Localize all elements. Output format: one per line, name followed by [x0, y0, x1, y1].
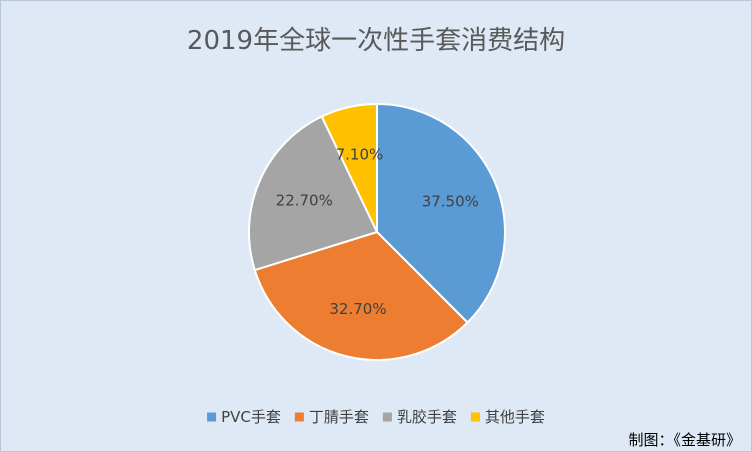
legend-swatch-2: [294, 412, 304, 422]
legend: PVC手套 丁腈手套 乳胶手套 其他手套: [207, 408, 545, 426]
legend-label-2: 丁腈手套: [309, 408, 369, 426]
pie-slice-4: [320, 102, 378, 233]
pie-slice-3: [248, 115, 379, 272]
legend-item-1: PVC手套: [207, 408, 281, 426]
legend-swatch-1: [207, 412, 217, 422]
pie-slices: [248, 102, 506, 361]
legend-item-4: 其他手套: [470, 408, 545, 426]
legend-label-3: 乳胶手套: [397, 408, 457, 426]
data-label-1: 37.50%: [422, 193, 479, 211]
legend-swatch-3: [382, 412, 392, 422]
legend-label-1: PVC手套: [221, 408, 281, 426]
pie-slice-1: [376, 102, 506, 324]
data-label-2: 32.70%: [329, 300, 386, 318]
data-label-4: 7.10%: [336, 146, 384, 164]
legend-item-2: 丁腈手套: [294, 408, 369, 426]
credit-text: 制图：《金基研》: [628, 431, 741, 449]
data-label-3: 22.70%: [276, 191, 333, 209]
chart-title: 2019年全球一次性手套消费结构: [187, 26, 565, 56]
legend-swatch-4: [470, 412, 480, 422]
legend-label-4: 其他手套: [485, 408, 545, 426]
legend-item-3: 乳胶手套: [382, 408, 457, 426]
pie-data-labels: 37.50% 32.70% 22.70% 7.10%: [276, 146, 479, 318]
pie-slice-2: [253, 230, 469, 361]
